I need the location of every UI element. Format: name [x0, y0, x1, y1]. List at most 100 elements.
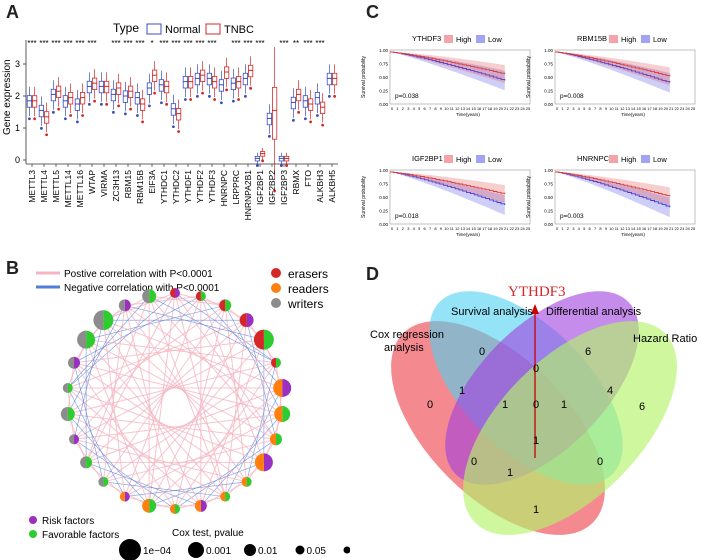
box-igf2bp3-tnbc: [283, 152, 290, 167]
network-node: [194, 499, 207, 512]
km-gene-title: HNRNPC: [577, 154, 610, 163]
outlier: [225, 88, 229, 92]
node-left: [86, 330, 96, 349]
box-ythdc1-tnbc: [163, 72, 170, 106]
edge-positive: [103, 319, 283, 389]
node-right: [274, 406, 283, 423]
edge-positive: [103, 292, 176, 321]
km-xtick: 8: [434, 106, 437, 111]
node-left: [246, 476, 252, 487]
venn-count: 1: [507, 467, 513, 479]
outlier: [328, 94, 331, 98]
x-tick-label: YTHDF1: [183, 170, 193, 203]
sig-label: ***: [135, 39, 144, 48]
km-xtick: 25: [691, 106, 696, 111]
box: [271, 86, 278, 140]
node-right: [93, 310, 104, 331]
outlier: [232, 99, 235, 103]
km-xtick: 16: [642, 106, 647, 111]
box-mettl14-normal: [62, 86, 69, 121]
box: [182, 76, 188, 89]
edge-positive: [174, 305, 226, 510]
node-left: [124, 491, 130, 502]
box: [104, 80, 110, 94]
km-xtick: 5: [583, 226, 586, 231]
km-xtick: 1: [396, 106, 399, 111]
sig-label: ***: [255, 39, 264, 48]
venn-count: 4: [607, 385, 613, 397]
km-low-curve: [390, 51, 506, 81]
edge-positive: [85, 339, 150, 507]
outlier: [124, 112, 127, 116]
node-right: [219, 299, 226, 312]
km-xtick: 4: [578, 226, 581, 231]
edge-positive: [85, 387, 283, 463]
box-mettl14-tnbc: [68, 83, 74, 117]
km-xtick: 15: [636, 106, 641, 111]
box-fto-tnbc: [307, 89, 314, 124]
km-frame: [554, 169, 696, 225]
network-node: [80, 456, 93, 469]
x-tick-label: ALKBH5: [327, 170, 337, 203]
outlier: [136, 114, 139, 117]
box: [134, 92, 140, 105]
edge-positive: [148, 387, 283, 507]
km-low-curve: [390, 171, 506, 206]
outlier: [268, 134, 271, 138]
km-xtick: 14: [466, 106, 471, 111]
km-xtick: 21: [669, 106, 674, 111]
node-right: [170, 288, 175, 298]
x-tick-label: HNRNPA2B1: [243, 170, 253, 221]
box: [80, 92, 86, 105]
box-ythdc2-tnbc: [175, 99, 182, 133]
km-xtick: 19: [493, 106, 498, 111]
network-node: [274, 406, 291, 423]
km-xtick: 25: [691, 226, 696, 231]
edge-positive: [67, 387, 265, 463]
node-right: [270, 357, 276, 368]
outlier: [153, 91, 157, 95]
box: [74, 98, 80, 111]
km-xtick: 5: [418, 226, 421, 231]
km-xtick: 12: [620, 106, 625, 111]
edge-positive: [73, 438, 247, 483]
sig-label: ***: [27, 39, 36, 48]
x-tick-label: RBMX: [291, 170, 301, 195]
node-right: [241, 476, 247, 487]
outlier: [76, 120, 79, 124]
erasers-swatch: [271, 268, 281, 278]
box-wtap-normal: [86, 72, 92, 106]
edge-negative: [67, 292, 176, 389]
x-tick-label: LRPPRC: [231, 170, 241, 204]
sig-label: *: [150, 39, 153, 48]
km-xtick: 12: [455, 106, 460, 111]
box-igf2bp2-tnbc: [271, 47, 278, 193]
node-left: [282, 406, 291, 423]
box-igf2bp1-normal: [254, 152, 260, 167]
km-ytick: 0.00: [379, 102, 388, 107]
node-left: [74, 434, 80, 445]
x-tick-label: RBM15: [123, 170, 133, 199]
outlier: [177, 130, 181, 133]
box-igf2bp3-normal: [278, 152, 285, 167]
km-ytick: 0.00: [379, 222, 388, 227]
venn-count: 0: [427, 399, 433, 411]
node-left: [103, 310, 114, 331]
box: [290, 96, 297, 110]
legend-normal-label: Normal: [165, 24, 200, 36]
node-left: [200, 291, 206, 302]
outlier: [160, 101, 163, 105]
km-xtick: 11: [450, 106, 455, 111]
km-xtick: 16: [642, 226, 647, 231]
edge-positive: [85, 295, 150, 463]
edge-positive: [85, 339, 226, 497]
sig-label: ***: [183, 39, 192, 48]
km-xtick: 3: [407, 106, 410, 111]
box: [235, 76, 242, 89]
size-swatch: [343, 546, 350, 554]
legend-high-swatch: [609, 155, 618, 163]
legend-low-label: Low: [488, 35, 502, 44]
km-xtick: 18: [488, 226, 493, 231]
outlier: [244, 94, 247, 98]
